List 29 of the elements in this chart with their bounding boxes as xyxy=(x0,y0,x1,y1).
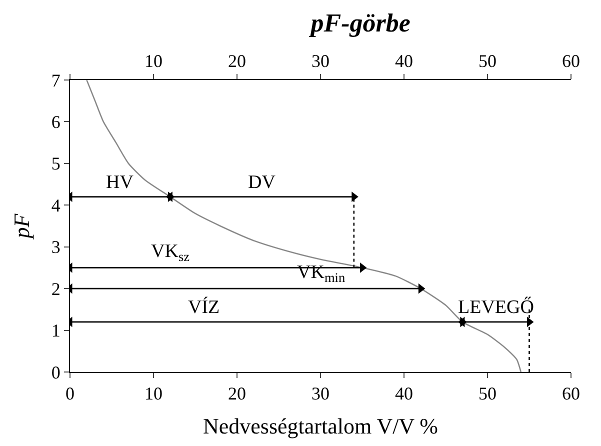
x2-tick-label: 20 xyxy=(228,50,246,71)
x-axis-title: Nedvességtartalom V/V % xyxy=(202,414,438,438)
y-axis-title: pF xyxy=(9,213,34,240)
x2-tick-label: 50 xyxy=(478,50,496,71)
annotation: VÍZ xyxy=(188,296,220,318)
annotation: LEVEGŐ xyxy=(458,296,534,318)
x2-tick-label: 30 xyxy=(312,50,330,71)
x-tick-label: 20 xyxy=(228,384,246,404)
x2-tick-label: 40 xyxy=(395,50,413,71)
y-tick-label: 2 xyxy=(51,278,60,299)
y-tick-label: 1 xyxy=(51,320,60,341)
x-tick-label: 60 xyxy=(562,384,580,404)
y-tick-label: 7 xyxy=(51,70,60,90)
chart-title: pF-görbe xyxy=(308,8,410,38)
annotation: HV xyxy=(106,172,134,193)
x-tick-label: 10 xyxy=(144,384,162,404)
x-tick-label: 30 xyxy=(312,384,330,404)
x2-tick-label: 60 xyxy=(562,50,580,71)
y-tick-label: 4 xyxy=(51,195,60,216)
x-tick-label: 40 xyxy=(395,384,413,404)
x2-tick-label: 10 xyxy=(144,50,162,71)
y-tick-label: 3 xyxy=(51,237,60,258)
annotation: VK$_{sz}$ xyxy=(151,241,190,264)
annotation: DV xyxy=(248,172,276,193)
y-tick-label: 0 xyxy=(51,362,60,382)
y-tick-label: 5 xyxy=(51,154,60,174)
x-tick-label: 50 xyxy=(478,384,496,404)
y-tick-label: 6 xyxy=(51,112,60,132)
x-tick-label: 0 xyxy=(66,384,74,404)
